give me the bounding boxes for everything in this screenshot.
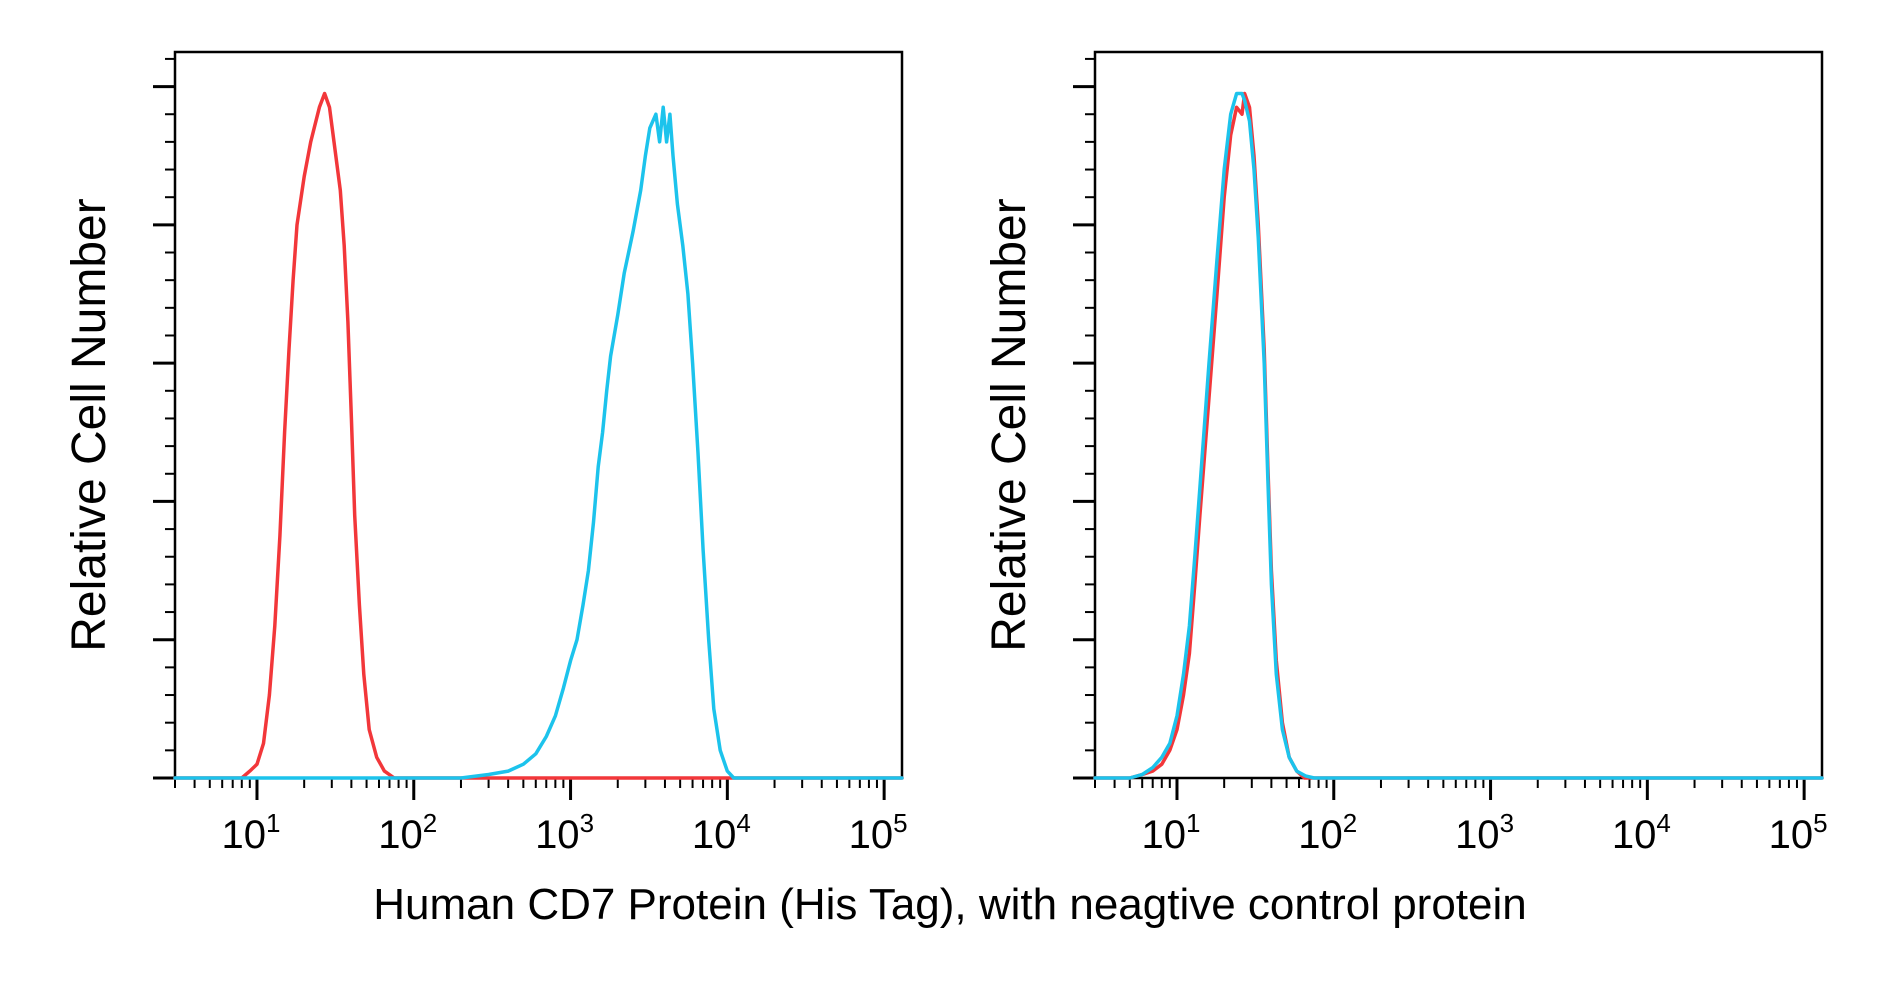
x-tick-label: 104 <box>1612 808 1671 857</box>
x-tick-label: 102 <box>1298 808 1357 857</box>
x-tick-label: 101 <box>1141 808 1200 857</box>
histogram-panel-left: 101 102 103 104 105 Relative Cell Number <box>63 50 908 857</box>
x-tick-label: 103 <box>1455 808 1514 857</box>
series-line-cyan <box>1093 91 1824 780</box>
x-tick-label: 103 <box>535 808 594 857</box>
y-axis-title: Relative Cell Number <box>63 198 116 652</box>
histogram-panel-right: 101 102 103 104 105 Relative Cell Number <box>983 50 1828 857</box>
x-tick-label: 101 <box>221 808 280 857</box>
series-line-red <box>173 91 904 780</box>
x-tick-label: 105 <box>849 808 908 857</box>
x-axis-caption: Human CD7 Protein (His Tag), with neagti… <box>373 880 1527 929</box>
x-tick-label: 104 <box>692 808 751 857</box>
series-line-cyan <box>173 105 904 780</box>
y-axis-title: Relative Cell Number <box>983 198 1036 652</box>
x-tick-label: 105 <box>1769 808 1828 857</box>
x-tick-label: 102 <box>378 808 437 857</box>
